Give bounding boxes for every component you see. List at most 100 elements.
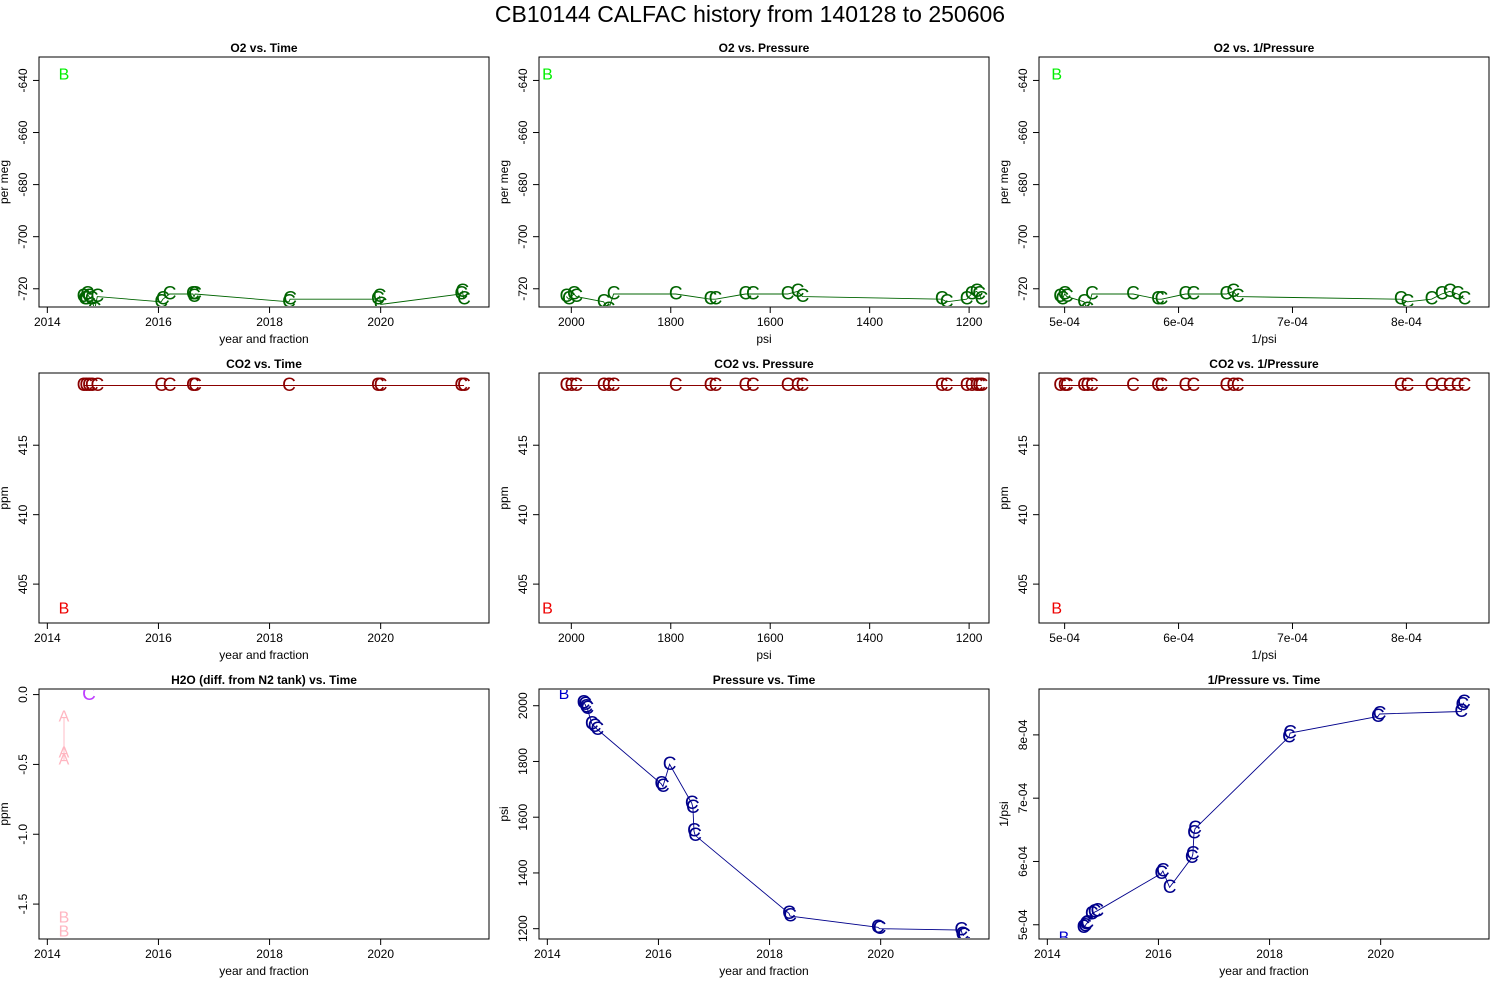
panel-title: H2O (diff. from N2 tank) vs. Time <box>171 673 357 687</box>
data-point-C: C <box>1053 286 1067 307</box>
y-tick-label: -720 <box>516 276 530 300</box>
data-point-C: C <box>1151 289 1165 310</box>
data-point-C: C <box>1151 375 1165 396</box>
annotation-marker: B <box>59 67 70 84</box>
data-point-C: C <box>783 906 797 927</box>
data-point-C: C <box>1154 863 1168 884</box>
y-tick-label: 415 <box>1016 435 1030 455</box>
y-tick-label: -1.0 <box>16 824 30 845</box>
data-point-C: C <box>590 719 604 740</box>
data-point-C: C <box>796 286 810 307</box>
y-tick-label: 1800 <box>516 748 530 775</box>
chart-co2_invpressure: CO2 vs. 1/Pressure 5e-04 6e-04 7e-04 8e-04 40… <box>997 357 1490 662</box>
data-point-C: C <box>970 375 984 396</box>
panel-title: CO2 vs. Time <box>226 357 302 371</box>
x-tick-label: 1400 <box>856 315 883 329</box>
x-tick-label: 1400 <box>856 631 883 645</box>
data-point-C: C <box>1187 822 1201 843</box>
data-point-C: C <box>738 375 752 396</box>
x-tick-label: 1600 <box>757 631 784 645</box>
data-point-C: C <box>1188 818 1202 839</box>
data-point-C: C <box>559 375 573 396</box>
data-point-C: C <box>746 375 760 396</box>
data-point-C: C <box>602 375 616 396</box>
y-tick-label: -1.5 <box>16 893 30 914</box>
x-tick-label: 6e-04 <box>1163 315 1194 329</box>
data-point-C: C <box>738 283 752 304</box>
data-point-C: C <box>1401 291 1415 312</box>
data-point-C: C <box>1179 375 1193 396</box>
data-point-C: C <box>791 375 805 396</box>
data-point-C: C <box>685 793 699 814</box>
y-tick-label: -660 <box>516 120 530 144</box>
data-point-C: C <box>607 283 621 304</box>
data-point-C: C <box>704 289 718 310</box>
x-axis-label: 1/psi <box>1251 332 1276 346</box>
x-tick-label: 2014 <box>34 315 61 329</box>
data-point-C: C <box>371 375 385 396</box>
y-axis-label: per meg <box>497 160 511 204</box>
data-point-C: C <box>654 773 668 794</box>
data-point-C: C <box>156 289 170 310</box>
data-point-C: C <box>567 283 581 304</box>
series-line-C <box>83 289 465 306</box>
data-point-C: C <box>1220 375 1234 396</box>
series-line-C <box>583 702 965 937</box>
data-point-C: C <box>781 283 795 304</box>
data-point-C: C <box>975 289 989 310</box>
data-point-C: C <box>688 825 702 846</box>
data-point-C: C <box>163 283 177 304</box>
chart-o2_invpressure: O2 vs. 1/Pressure 5e-04 6e-04 7e-04 8e-04 -64… <box>997 41 1490 346</box>
x-axis-label: psi <box>756 648 771 662</box>
y-axis-label: ppm <box>0 486 11 509</box>
x-tick-label: 1200 <box>956 631 983 645</box>
x-axis-label: year and fraction <box>1219 964 1308 978</box>
data-point-C: C <box>1077 375 1091 396</box>
data-point-C: C <box>85 289 99 310</box>
x-tick-label: 2020 <box>367 947 394 961</box>
data-point-C: C <box>607 375 621 396</box>
y-tick-label: -680 <box>1016 172 1030 196</box>
y-axis-label: ppm <box>997 486 1011 509</box>
data-point-C: C <box>1231 286 1245 307</box>
data-point-C: C <box>686 797 700 818</box>
panel-title: CO2 vs. Pressure <box>714 357 814 371</box>
data-point-C: C <box>188 375 202 396</box>
data-point-C: C <box>283 289 297 310</box>
panel-title: O2 vs. 1/Pressure <box>1214 41 1315 55</box>
y-tick-label: 2000 <box>516 692 530 719</box>
data-point-C: C <box>1077 917 1091 938</box>
plot-frame <box>538 688 990 940</box>
y-tick-label: 1400 <box>516 859 530 886</box>
y-tick-label: -700 <box>16 224 30 248</box>
y-tick-label: -660 <box>16 120 30 144</box>
data-point-C: C <box>1126 375 1140 396</box>
data-point-C: C <box>77 286 91 307</box>
data-point-C: C <box>1088 902 1102 923</box>
x-tick-label: 2018 <box>256 631 283 645</box>
data-point-C: C <box>955 924 969 945</box>
data-point-C: C <box>1155 289 1169 310</box>
y-tick-label: -640 <box>1016 68 1030 92</box>
data-point-C: C <box>1163 877 1177 898</box>
data-point-C: C <box>282 291 296 312</box>
data-point-C: C <box>579 697 593 718</box>
data-point-C: C <box>935 289 949 310</box>
x-tick-label: 1600 <box>757 315 784 329</box>
data-point-C: C <box>687 821 701 842</box>
data-point-C: C <box>1394 375 1408 396</box>
chart-pressure_time: Pressure vs. Time 2014 2016 2018 2020 1200 140… <box>497 673 990 978</box>
data-point-C: C <box>1081 299 1095 320</box>
x-tick-label: 2014 <box>534 947 561 961</box>
page-title: CB10144 CALFAC history from 140128 to 25… <box>495 1 1005 27</box>
data-point-C: C <box>960 375 974 396</box>
x-tick-label: 7e-04 <box>1277 631 1308 645</box>
data-point-C: C <box>1373 704 1387 725</box>
data-point-C: C <box>1458 289 1472 310</box>
y-tick-label: -680 <box>516 172 530 196</box>
chart-h2o_time: H2O (diff. from N2 tank) vs. Time 2014 201… <box>0 673 490 978</box>
x-tick-label: 8e-04 <box>1391 631 1422 645</box>
